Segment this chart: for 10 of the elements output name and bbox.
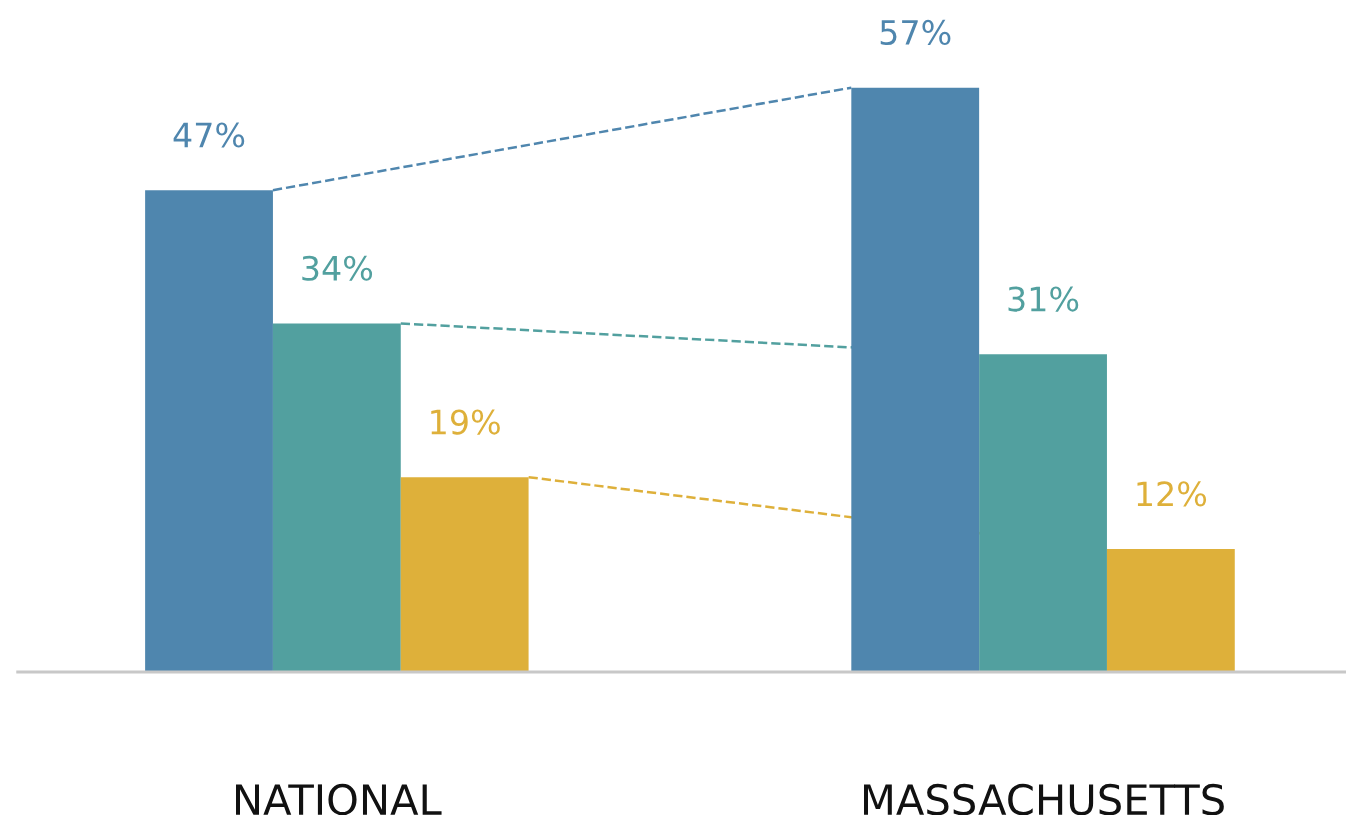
x-tick-label: NATIONAL <box>236 783 442 815</box>
bar <box>1106 548 1235 672</box>
data-label: 19% <box>431 409 500 435</box>
data-label: 12% <box>1137 481 1207 507</box>
bar <box>979 354 1107 672</box>
data-label: 47% <box>173 122 245 148</box>
data-label: 57% <box>880 19 951 46</box>
x-tick-label: MASSACHUSETTS <box>864 783 1224 815</box>
data-label: 34% <box>302 255 373 281</box>
data-label: 31% <box>1008 286 1079 312</box>
